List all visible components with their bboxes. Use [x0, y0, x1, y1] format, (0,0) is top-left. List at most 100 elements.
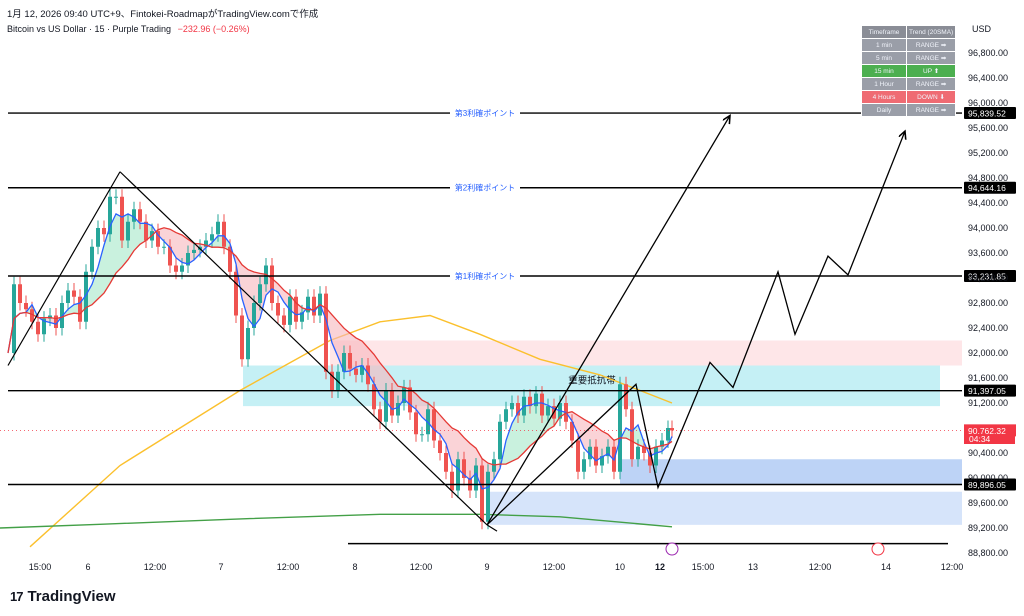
- trend-line: [119, 171, 488, 526]
- ma-cloud-segment: [578, 415, 584, 449]
- candle-body: [354, 368, 358, 375]
- candle-body: [372, 384, 376, 410]
- ma-long-line: [0, 513, 673, 529]
- x-tick-label: 14: [881, 562, 891, 572]
- candle-body: [414, 412, 418, 435]
- trend-row: 4 Hours DOWN ⬇: [861, 90, 957, 104]
- ma-cloud-segment: [584, 419, 590, 455]
- ma-cloud-segment: [362, 340, 368, 374]
- level-name-bg: [450, 181, 520, 194]
- candle-body: [360, 365, 364, 375]
- candle-body: [348, 353, 352, 369]
- candle-body: [210, 234, 214, 241]
- zone-rect: [330, 340, 962, 366]
- trend-row-timeframe: 1 Hour: [861, 77, 907, 91]
- y-tick-label: 95,200.00: [968, 148, 1008, 158]
- candle-body: [474, 465, 478, 491]
- candle-body: [126, 221, 130, 241]
- ma-cloud-segment: [512, 412, 518, 462]
- tradingview-logo-text: TradingView: [27, 588, 116, 605]
- chart-caption: 1月 12, 2026 09:40 UTC+9、Fintokei-Roadmap…: [7, 9, 319, 20]
- candle-body: [396, 403, 400, 416]
- candle-body: [636, 446, 640, 460]
- ma-cloud-segment: [278, 283, 284, 303]
- candle-body: [642, 446, 646, 453]
- ma-cloud-segment: [212, 235, 218, 248]
- candle-body: [306, 296, 310, 313]
- candle-body: [228, 246, 232, 272]
- trend-table-header: Timeframe Trend (20SMA): [861, 25, 957, 39]
- candle-body: [600, 456, 604, 466]
- trend-row-timeframe: 15 min: [861, 64, 907, 78]
- level-price-badge: [964, 478, 1016, 491]
- symbol-legend[interactable]: Bitcoin vs US Dollar · 15 · Purple Tradi…: [7, 24, 250, 34]
- y-tick-label: 92,000.00: [968, 348, 1008, 358]
- candle-body: [216, 221, 220, 235]
- candle-body: [438, 440, 442, 453]
- zone-label: 重要抵抗帯: [568, 375, 616, 387]
- level-price-label: 93,231.85: [968, 272, 1006, 282]
- candle-body: [570, 421, 574, 441]
- y-tick-label: 94,400.00: [968, 198, 1008, 208]
- y-tick-label: 96,800.00: [968, 48, 1008, 58]
- candle-body: [186, 253, 190, 266]
- x-tick-label: 12:00: [543, 562, 566, 572]
- y-tick-label: 96,000.00: [968, 98, 1008, 108]
- candle-body: [384, 390, 388, 422]
- candle-body: [450, 471, 454, 491]
- ma-cloud-segment: [356, 337, 362, 368]
- trend-row: 1 min RANGE ➡: [861, 38, 957, 52]
- candle-body: [546, 406, 550, 416]
- currency-label[interactable]: USD: [972, 24, 992, 34]
- candle-body: [78, 296, 82, 322]
- ma-cloud-segment: [134, 217, 140, 251]
- tradingview-logo[interactable]: 17 TradingView: [10, 588, 116, 605]
- candle-body: [402, 387, 406, 403]
- candle-body: [624, 384, 628, 410]
- x-tick-label: 7: [218, 562, 223, 572]
- trend-row-value: UP ⬆: [905, 64, 957, 78]
- level-name: 第1利確ポイント: [455, 271, 515, 281]
- candle-body: [66, 290, 70, 303]
- level-name-bg: [450, 107, 520, 120]
- candle-body: [432, 409, 436, 441]
- zone-rect: [490, 491, 962, 525]
- candle-body: [630, 409, 634, 460]
- trend-row-timeframe: Daily: [861, 103, 907, 117]
- candle-body: [342, 353, 346, 372]
- price-change: −232.96 (−0.26%): [177, 24, 250, 34]
- level-price-badge: [964, 384, 1016, 397]
- candle-body: [246, 328, 250, 360]
- ma-cloud-segment: [518, 406, 524, 459]
- candle-body: [498, 421, 502, 460]
- candle-body: [378, 409, 382, 422]
- candle-body: [516, 403, 520, 416]
- candle-body: [180, 265, 184, 272]
- candle-body: [270, 265, 274, 303]
- candle-body: [366, 365, 370, 385]
- candle-body: [618, 384, 622, 472]
- candle-body: [540, 393, 544, 416]
- symbol-name[interactable]: Bitcoin vs US Dollar · 15 · Purple Tradi…: [7, 24, 172, 34]
- candle-body: [294, 296, 298, 322]
- candle-body: [72, 290, 76, 297]
- candle-body: [660, 440, 664, 447]
- candle-body: [108, 196, 112, 235]
- candle-body: [510, 403, 514, 410]
- x-tick-label: 12: [655, 562, 665, 572]
- level-price-label: 91,397.05: [968, 386, 1006, 396]
- candle-body: [486, 471, 490, 522]
- level-name: 第2利確ポイント: [455, 183, 515, 193]
- candle-body: [588, 446, 592, 460]
- y-tick-label: 91,600.00: [968, 373, 1008, 383]
- level-name-bg: [450, 270, 520, 283]
- ma-cloud-segment: [416, 393, 422, 418]
- x-tick-label: 12:00: [144, 562, 167, 572]
- candle-body: [534, 393, 538, 407]
- candle-body: [654, 446, 658, 466]
- candle-body: [18, 284, 22, 303]
- candle-body: [138, 209, 142, 222]
- candle-body: [30, 309, 34, 322]
- ma-cloud-segment: [170, 229, 176, 258]
